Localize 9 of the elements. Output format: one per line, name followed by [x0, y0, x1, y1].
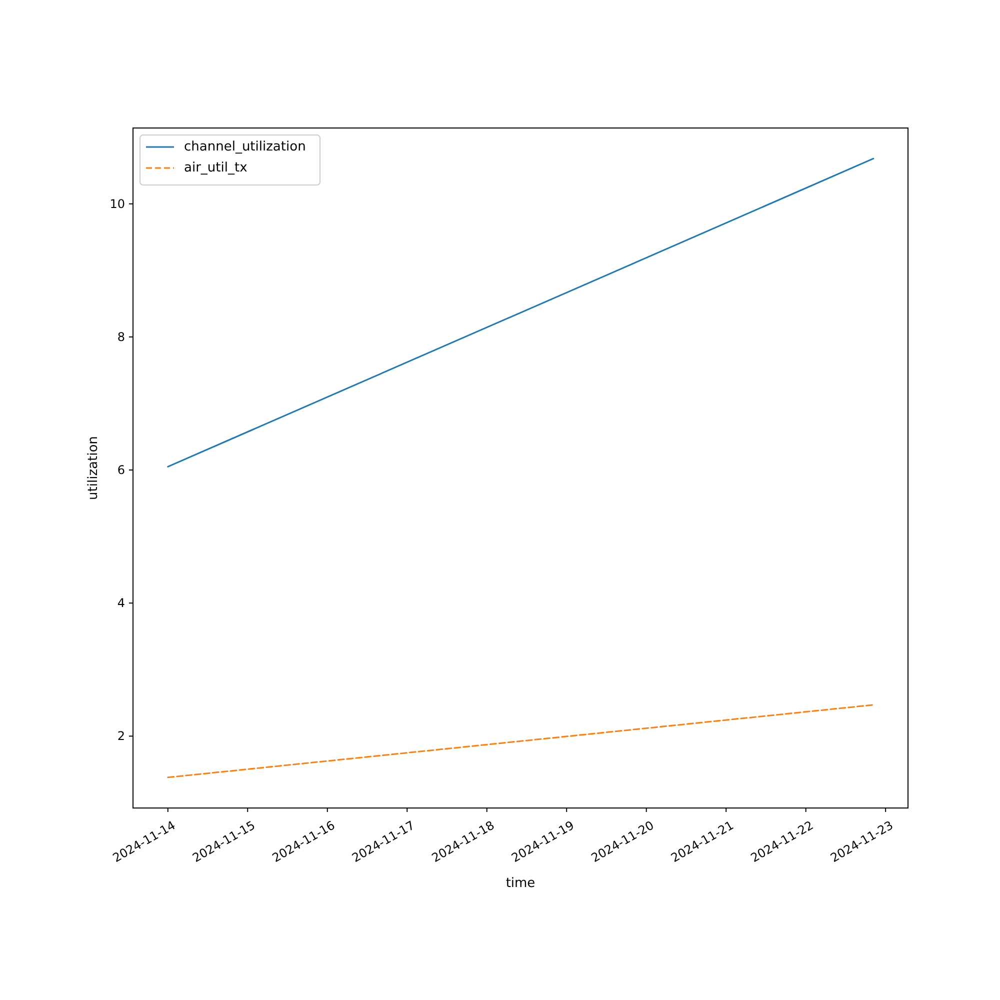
y-tick-label: 2: [117, 729, 125, 744]
legend-label: channel_utilization: [184, 140, 306, 154]
y-tick-label: 8: [117, 330, 125, 344]
legend-label: air_util_tx: [184, 160, 248, 176]
x-axis-title: time: [506, 876, 536, 891]
y-tick-label: 10: [110, 196, 125, 211]
y-tick-label: 6: [117, 462, 125, 477]
y-axis-title: utilization: [86, 436, 101, 500]
y-tick-label: 4: [117, 596, 125, 610]
